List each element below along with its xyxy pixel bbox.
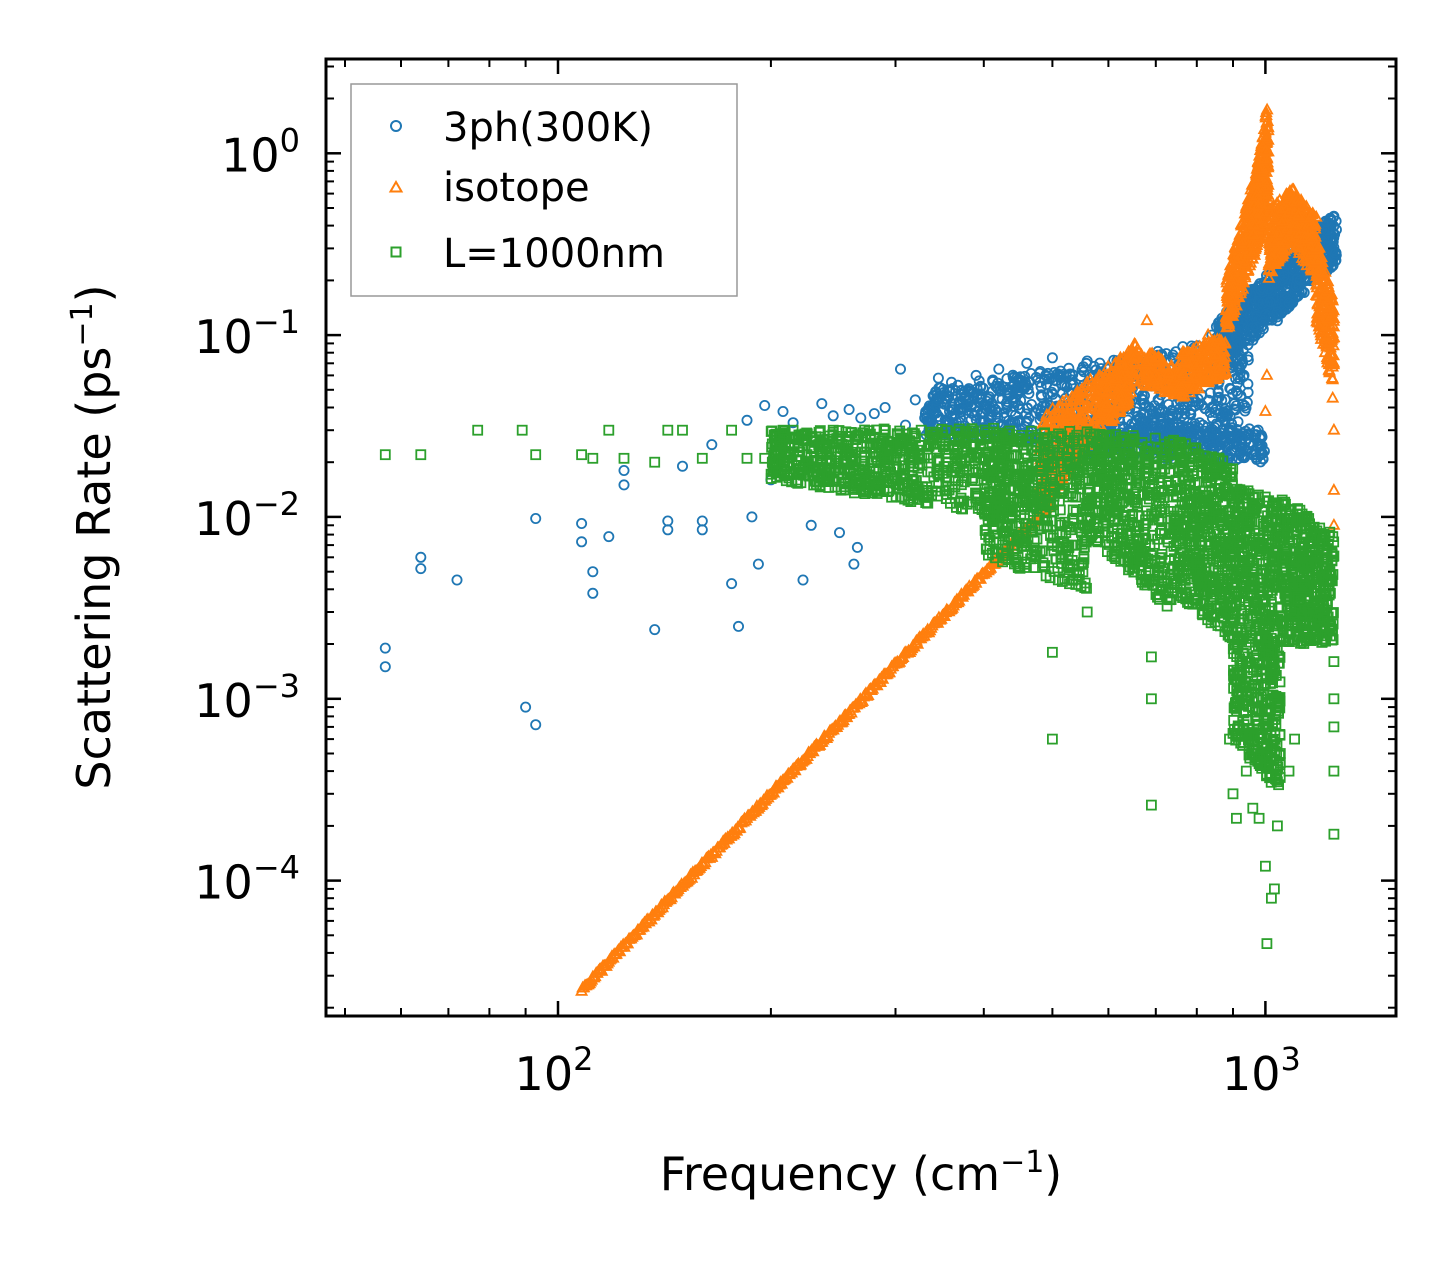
data-point-circle	[931, 388, 943, 400]
data-point-circle	[1184, 407, 1196, 419]
data-point-circle	[1270, 307, 1282, 319]
data-point-circle	[1239, 400, 1251, 412]
data-point-circle	[1178, 401, 1190, 413]
data-point-circle	[1264, 296, 1276, 308]
data-point-circle	[1009, 397, 1021, 409]
data-point-circle	[1231, 423, 1243, 435]
data-point-circle	[1234, 373, 1246, 385]
data-point-circle	[1035, 381, 1047, 393]
data-point-circle	[1022, 383, 1034, 395]
data-point-circle	[1197, 428, 1209, 440]
data-point-circle	[1046, 386, 1058, 398]
data-point-circle	[1321, 232, 1333, 244]
data-point-circle	[1139, 390, 1151, 402]
data-point-circle	[1228, 403, 1240, 415]
data-point-circle	[1021, 402, 1033, 414]
data-point-circle	[973, 375, 985, 387]
data-point-circle	[1237, 317, 1249, 329]
data-point-circle	[1179, 408, 1191, 420]
plot-area	[379, 102, 1342, 996]
data-point-circle	[1014, 414, 1026, 426]
data-point-circle	[968, 387, 980, 399]
data-point-circle	[1165, 423, 1177, 435]
data-point-circle	[1163, 398, 1175, 410]
data-point-circle	[996, 393, 1008, 405]
data-point-circle	[1287, 264, 1299, 276]
data-point-circle	[1215, 435, 1227, 447]
data-point-circle	[992, 383, 1004, 395]
data-point-circle	[1250, 429, 1262, 441]
data-point-circle	[1011, 372, 1023, 384]
data-point-circle	[1199, 403, 1211, 415]
data-point-circle	[1278, 270, 1290, 282]
data-point-circle	[1199, 425, 1211, 437]
data-point-circle	[1227, 388, 1239, 400]
data-point-circle	[1238, 450, 1250, 462]
data-point-circle	[1270, 289, 1282, 301]
data-point-circle	[1078, 366, 1090, 378]
data-point-circle	[1200, 431, 1212, 443]
data-point-circle	[1222, 409, 1234, 421]
data-point-circle	[1212, 385, 1224, 397]
data-point-circle	[1040, 369, 1052, 381]
data-point-circle	[1150, 420, 1162, 432]
data-point-circle	[1017, 382, 1029, 394]
data-point-circle	[1144, 403, 1156, 415]
data-point-circle	[935, 382, 947, 394]
data-point-circle	[1236, 322, 1248, 334]
data-point-circle	[1257, 297, 1269, 309]
data-point-circle	[1237, 356, 1249, 368]
data-point-circle	[1032, 403, 1044, 415]
data-point-circle	[1257, 282, 1269, 294]
data-point-circle	[969, 409, 981, 421]
data-point-circle	[1327, 253, 1339, 265]
data-point-circle	[1137, 394, 1149, 406]
data-point-circle	[933, 394, 945, 406]
data-point-circle	[1007, 372, 1019, 384]
data-point-circle	[954, 404, 966, 416]
data-point-circle	[939, 393, 951, 405]
data-point-circle	[944, 405, 956, 417]
data-point-circle	[1061, 381, 1073, 393]
data-point-circle	[1231, 336, 1243, 348]
data-point-circle	[1254, 443, 1266, 455]
data-point-circle	[923, 402, 935, 414]
data-point-circle	[1150, 407, 1162, 419]
data-point-circle	[1001, 402, 1013, 414]
data-point-circle	[1155, 406, 1167, 418]
data-point-circle	[1247, 334, 1259, 346]
data-point-circle	[1253, 438, 1265, 450]
data-point-circle	[1130, 406, 1142, 418]
data-point-circle	[1063, 362, 1075, 374]
data-point-circle	[1255, 284, 1267, 296]
data-point-circle	[1138, 397, 1150, 409]
data-point-circle	[1242, 378, 1254, 390]
data-point-circle	[983, 393, 995, 405]
data-point-circle	[1166, 404, 1178, 416]
data-point-circle	[1189, 420, 1201, 432]
data-point-circle	[1042, 367, 1054, 379]
data-point-circle	[1224, 382, 1236, 394]
data-point-circle	[1222, 430, 1234, 442]
data-point-circle	[1257, 286, 1269, 298]
data-point-circle	[1128, 418, 1140, 430]
data-point-circle	[1056, 378, 1068, 390]
data-point-circle	[1228, 398, 1240, 410]
data-point-circle	[1232, 416, 1244, 428]
data-point-circle	[1279, 276, 1291, 288]
